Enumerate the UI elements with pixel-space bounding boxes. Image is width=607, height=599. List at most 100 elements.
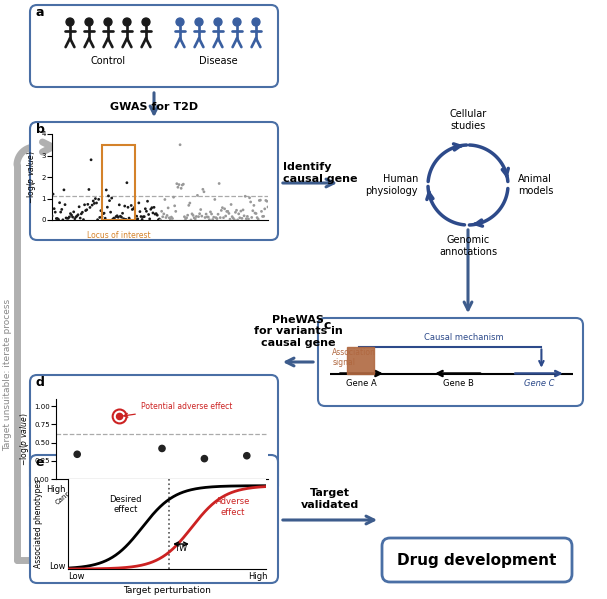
Point <box>89 199 99 208</box>
Point <box>67 210 76 220</box>
Point <box>112 211 122 220</box>
Point <box>133 214 143 224</box>
Point <box>181 214 191 224</box>
Point <box>141 207 151 216</box>
Point <box>66 209 75 219</box>
Point <box>175 140 185 150</box>
Point <box>95 213 104 222</box>
Text: Disease: Disease <box>198 56 237 66</box>
Y-axis label: $-\log(p\ value)$: $-\log(p\ value)$ <box>25 150 38 204</box>
Point <box>152 210 162 220</box>
Point <box>191 211 201 221</box>
Circle shape <box>123 18 131 26</box>
Point <box>225 214 235 224</box>
Text: Target unsuitable: iterate process: Target unsuitable: iterate process <box>4 299 13 451</box>
Point <box>207 209 217 219</box>
Point <box>101 185 111 195</box>
Point <box>194 212 203 222</box>
Point <box>157 207 166 216</box>
Point <box>189 213 199 223</box>
Point <box>211 213 221 222</box>
Point <box>58 215 68 225</box>
FancyBboxPatch shape <box>30 5 278 87</box>
Point <box>206 207 215 217</box>
Point <box>224 208 234 218</box>
Point <box>69 207 78 217</box>
Point <box>93 215 103 225</box>
Point <box>242 214 251 223</box>
Point <box>53 214 63 223</box>
Point <box>234 209 243 219</box>
Point <box>63 213 72 223</box>
Point <box>92 198 101 208</box>
Point <box>74 202 84 211</box>
Point <box>104 191 114 201</box>
Point <box>260 204 270 214</box>
Point <box>82 205 92 214</box>
Text: Locus of interest: Locus of interest <box>87 231 151 240</box>
FancyBboxPatch shape <box>30 455 278 583</box>
Point <box>166 214 175 224</box>
Point <box>251 208 261 218</box>
Point <box>195 209 205 219</box>
Point <box>243 211 253 221</box>
Point <box>109 213 119 223</box>
Point <box>71 212 81 222</box>
Y-axis label: Associated phenotypes: Associated phenotypes <box>34 480 43 568</box>
Point <box>124 213 134 223</box>
Point <box>157 444 167 453</box>
Point <box>68 212 78 222</box>
Bar <box>347 346 374 374</box>
Point <box>188 211 198 220</box>
Point <box>80 200 89 210</box>
Point <box>173 183 183 192</box>
Point <box>117 213 126 222</box>
Point <box>75 213 85 223</box>
Point <box>198 184 208 194</box>
Point <box>84 184 93 194</box>
Point <box>132 211 141 221</box>
Point <box>151 209 161 219</box>
Point <box>263 202 273 212</box>
Point <box>125 215 135 225</box>
Point <box>228 213 238 223</box>
Text: Human
physiology: Human physiology <box>365 174 418 196</box>
Point <box>121 214 131 224</box>
Point <box>217 205 226 215</box>
Point <box>222 207 232 216</box>
Point <box>172 179 181 189</box>
Point <box>48 189 58 199</box>
Point <box>257 207 266 216</box>
Text: Genomic
annotations: Genomic annotations <box>439 235 497 256</box>
Point <box>210 195 220 204</box>
Point <box>196 205 206 214</box>
Text: Drug development: Drug development <box>398 552 557 567</box>
Point <box>242 451 252 461</box>
Point <box>160 195 170 204</box>
Point <box>147 203 157 213</box>
Point <box>229 215 239 225</box>
Circle shape <box>214 18 222 26</box>
Point <box>86 155 96 165</box>
Text: Gene C: Gene C <box>524 379 554 388</box>
Point <box>217 203 227 213</box>
Point <box>238 205 248 214</box>
Point <box>60 200 70 210</box>
Bar <box>103 145 135 220</box>
Circle shape <box>233 18 241 26</box>
Point <box>106 207 115 217</box>
Point <box>135 207 145 216</box>
Circle shape <box>85 18 93 26</box>
Point <box>52 214 61 223</box>
Point <box>236 206 246 216</box>
Text: Causal mechanism: Causal mechanism <box>424 334 503 343</box>
Point <box>143 196 152 206</box>
Point <box>258 211 268 221</box>
Point <box>168 214 177 223</box>
Point <box>174 180 184 189</box>
Circle shape <box>142 18 150 26</box>
Point <box>131 214 140 224</box>
Point <box>50 207 60 217</box>
Point <box>64 212 74 222</box>
Text: b: b <box>36 123 45 136</box>
